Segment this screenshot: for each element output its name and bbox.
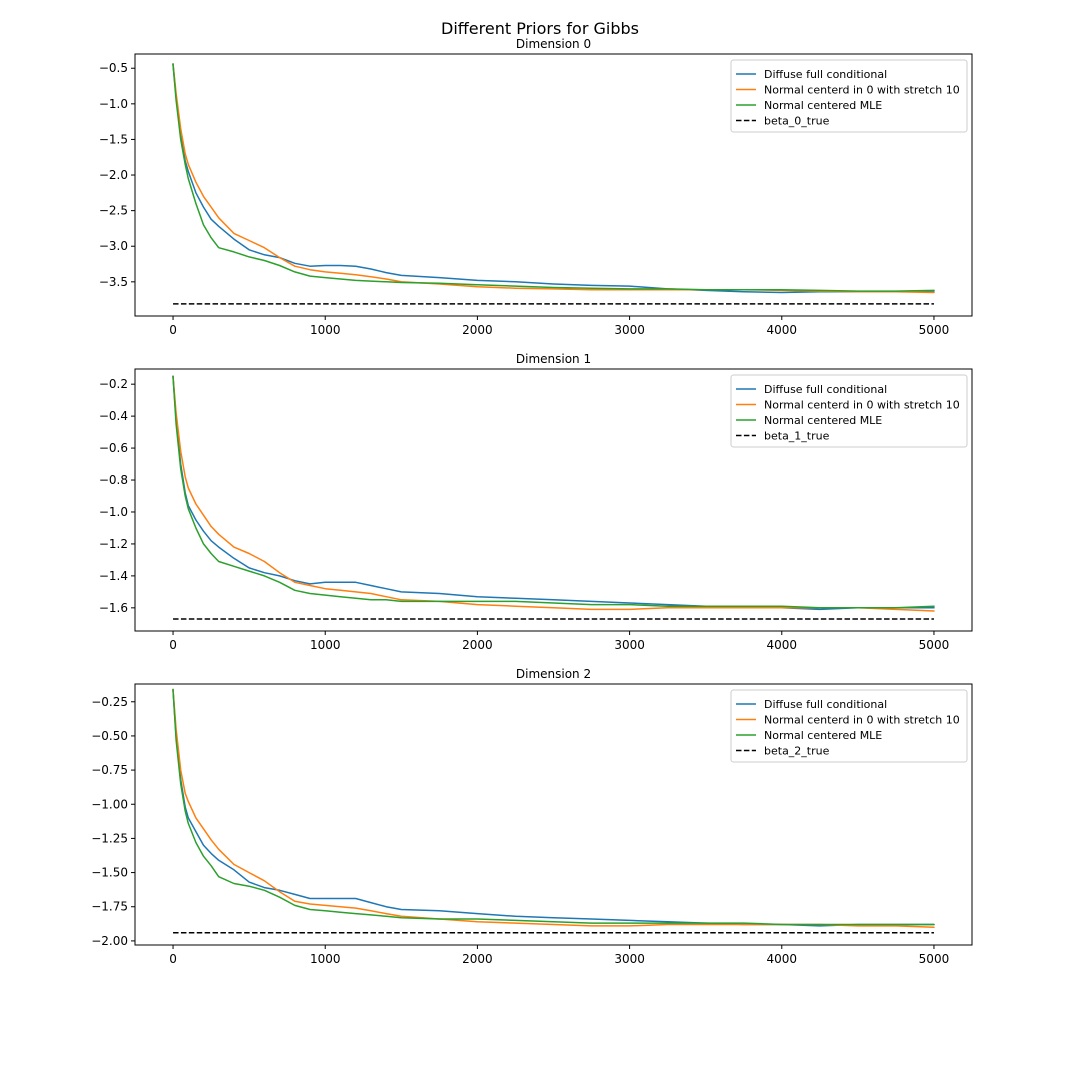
- subplot-0: Dimension 0 0 1000 2000 3000 4000 5000 −0.5 −1.0…: [99, 37, 973, 337]
- axes-frame: [134, 368, 973, 632]
- x-tick-label: 2000: [462, 952, 493, 966]
- x-tick-label: 1000: [310, 638, 341, 652]
- x-tick-label: 3000: [614, 952, 645, 966]
- legend-label: Normal centered MLE: [764, 414, 882, 427]
- y-tick-label: −2.5: [99, 204, 128, 218]
- series-line-0: [172, 63, 935, 294]
- y-tick-label: −3.5: [99, 275, 128, 289]
- y-tick-label: −2.0: [99, 168, 128, 182]
- x-tick-label: 0: [169, 638, 177, 652]
- legend-frame: [730, 374, 968, 448]
- legend: Diffuse full conditional Normal centerd i…: [730, 689, 968, 763]
- x-tick-label: 0: [169, 323, 177, 337]
- y-tick-label: −1.00: [91, 797, 128, 811]
- y-tick-label: −0.6: [99, 441, 128, 455]
- legend-frame: [730, 59, 968, 133]
- y-tick-label: −0.50: [91, 729, 128, 743]
- series-line-2: [172, 375, 935, 609]
- subplot-1: Dimension 1 0 1000 2000 3000 4000 5000 −0.2 −0.4…: [99, 352, 973, 652]
- subplots: Dimension 0 0 1000 2000 3000 4000 5000 −0.5 −1.0…: [91, 37, 973, 966]
- x-tick-label: 4000: [766, 638, 797, 652]
- series-line-2: [172, 63, 935, 292]
- x-tick-label: 0: [169, 952, 177, 966]
- y-tick-label: −1.75: [91, 900, 128, 914]
- legend-label: beta_1_true: [764, 430, 830, 443]
- x-tick-label: 5000: [919, 323, 950, 337]
- series-line-1: [172, 688, 935, 928]
- plot-area: [172, 63, 935, 305]
- y-tick-label: −1.5: [99, 132, 128, 146]
- legend-label: Diffuse full conditional: [764, 68, 887, 81]
- y-tick-label: −0.2: [99, 377, 128, 391]
- x-tick-label: 4000: [766, 323, 797, 337]
- x-tick-label: 1000: [310, 323, 341, 337]
- legend-label: Normal centered MLE: [764, 99, 882, 112]
- legend-label: Normal centerd in 0 with stretch 10: [764, 714, 960, 727]
- y-tick-label: −1.6: [99, 601, 128, 615]
- y-tick-label: −1.50: [91, 866, 128, 880]
- legend-label: beta_2_true: [764, 745, 830, 758]
- legend-label: Diffuse full conditional: [764, 383, 887, 396]
- y-tick-label: −0.25: [91, 695, 128, 709]
- series-line-2: [172, 688, 935, 926]
- figure-title: Different Priors for Gibbs: [441, 19, 639, 38]
- y-tick-label: −0.4: [99, 409, 128, 423]
- y-tick-label: −1.0: [99, 97, 128, 111]
- y-tick-label: −1.25: [91, 831, 128, 845]
- y-tick-label: −1.4: [99, 569, 128, 583]
- legend-label: Normal centerd in 0 with stretch 10: [764, 399, 960, 412]
- legend-frame: [730, 689, 968, 763]
- legend-label: Diffuse full conditional: [764, 698, 887, 711]
- y-tick-label: −0.75: [91, 763, 128, 777]
- subplot-title: Dimension 2: [516, 667, 591, 681]
- x-tick-label: 5000: [919, 638, 950, 652]
- y-tick-label: −0.8: [99, 473, 128, 487]
- y-tick-label: −3.0: [99, 239, 128, 253]
- x-tick-label: 1000: [310, 952, 341, 966]
- y-tick-label: −1.0: [99, 505, 128, 519]
- x-tick-label: 5000: [919, 952, 950, 966]
- series-line-1: [172, 375, 935, 612]
- legend-label: beta_0_true: [764, 115, 830, 128]
- legend: Diffuse full conditional Normal centerd i…: [730, 59, 968, 133]
- legend-label: Normal centered MLE: [764, 729, 882, 742]
- x-tick-label: 3000: [614, 638, 645, 652]
- x-tick-label: 4000: [766, 952, 797, 966]
- x-tick-label: 2000: [462, 638, 493, 652]
- x-tick-label: 2000: [462, 323, 493, 337]
- subplot-title: Dimension 1: [516, 352, 591, 366]
- legend: Diffuse full conditional Normal centerd i…: [730, 374, 968, 448]
- plot-area: [172, 688, 935, 934]
- subplot-2: Dimension 2 0 1000 2000 3000 4000 5000 −0.25 −0.…: [91, 667, 973, 966]
- plot-area: [172, 375, 935, 620]
- legend-label: Normal centerd in 0 with stretch 10: [764, 84, 960, 97]
- subplot-title: Dimension 0: [516, 37, 591, 51]
- y-tick-label: −1.2: [99, 537, 128, 551]
- y-tick-label: −0.5: [99, 61, 128, 75]
- y-tick-label: −2.00: [91, 934, 128, 948]
- axes-frame: [134, 683, 973, 946]
- axes-frame: [134, 53, 973, 317]
- x-tick-label: 3000: [614, 323, 645, 337]
